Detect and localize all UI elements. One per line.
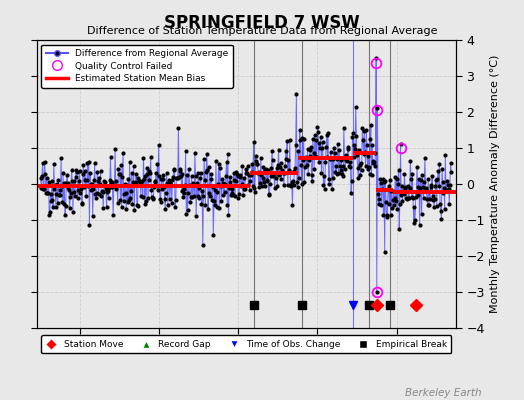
- Text: SPRINGFIELD 7 WSW: SPRINGFIELD 7 WSW: [164, 14, 360, 32]
- Text: Difference of Station Temperature Data from Regional Average: Difference of Station Temperature Data f…: [87, 26, 437, 36]
- Legend: Station Move, Record Gap, Time of Obs. Change, Empirical Break: Station Move, Record Gap, Time of Obs. C…: [41, 335, 451, 354]
- Text: Berkeley Earth: Berkeley Earth: [406, 388, 482, 398]
- Y-axis label: Monthly Temperature Anomaly Difference (°C): Monthly Temperature Anomaly Difference (…: [490, 55, 500, 313]
